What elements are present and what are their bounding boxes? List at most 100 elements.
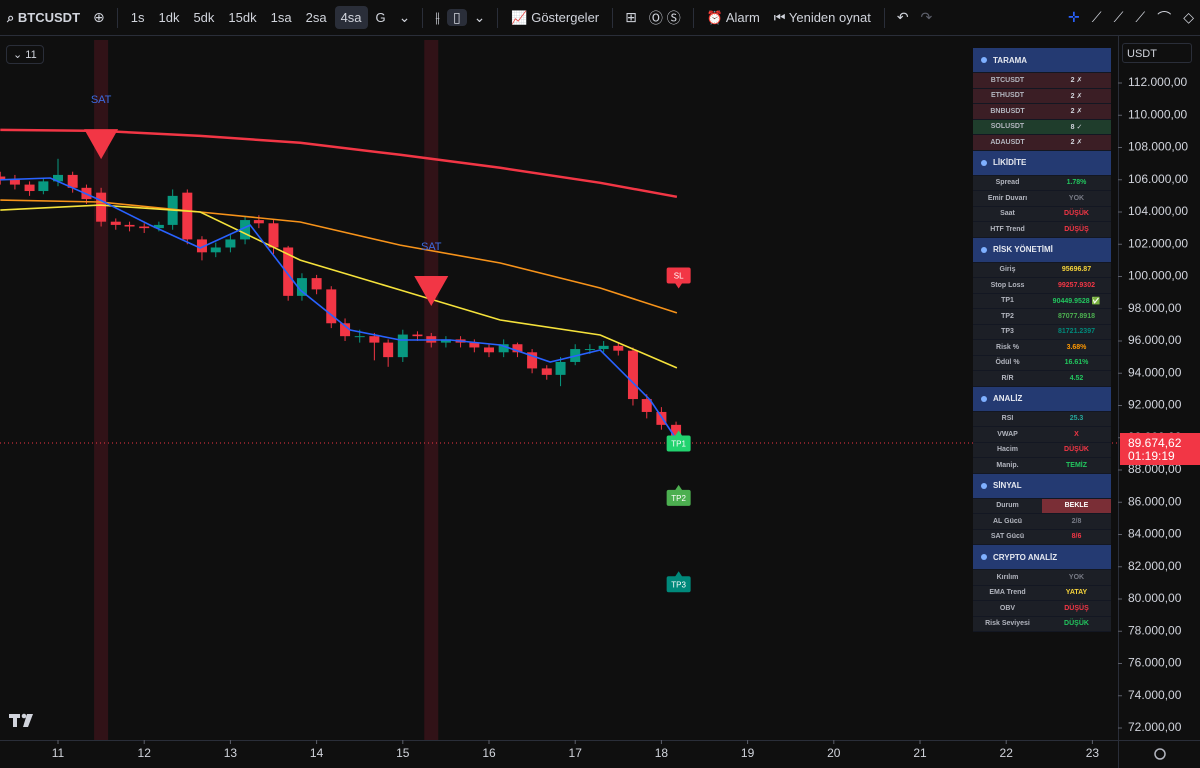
candle-body: [38, 181, 49, 192]
target-marker: [666, 489, 691, 506]
panel-row: Kırılım YOK: [973, 570, 1111, 586]
interval-button[interactable]: 1s: [130, 10, 145, 25]
panel-row: Saat DÜŞÜK: [973, 207, 1111, 222]
panel-row: Manip. TEMİZ: [973, 458, 1111, 474]
interval-menu[interactable]: ⌄: [398, 9, 411, 25]
interval-button[interactable]: G: [375, 10, 386, 25]
interval-button[interactable]: 15dk: [228, 10, 257, 25]
candle-body: [671, 424, 682, 444]
currency-select[interactable]: USDT: [1122, 43, 1192, 63]
tradingview-logo: [9, 713, 33, 727]
x-tick-label: 18: [655, 746, 669, 760]
last-price-box: [1120, 433, 1200, 466]
undo[interactable]: ↶: [896, 9, 909, 25]
redo[interactable]: ↷: [920, 9, 933, 25]
chart-type-menu[interactable]: ⌄: [473, 9, 486, 25]
row-value: 3.68%: [1066, 343, 1087, 351]
settings-button[interactable]: [1154, 748, 1166, 760]
objects[interactable]: Ⓞ Ⓢ: [648, 9, 681, 26]
interval-button[interactable]: 1sa: [270, 10, 292, 25]
candle-body: [96, 192, 107, 222]
y-tick-label: 78.000,00: [1128, 623, 1182, 637]
candle-body: [240, 220, 251, 240]
row-label: Risk %: [996, 343, 1019, 351]
candle-body: [484, 347, 495, 353]
panel-row: TP2 87077.8918: [973, 309, 1111, 325]
candle-body: [0, 176, 6, 180]
candle-body: [598, 345, 609, 350]
sell-label: SAT: [421, 241, 442, 253]
brush-tool[interactable]: ⟋: [1135, 9, 1146, 25]
panel-icon: [981, 482, 987, 489]
row-value: 2 ✗: [1070, 77, 1083, 85]
candle-body: [354, 336, 365, 338]
x-tick-label: 14: [310, 746, 324, 760]
alarm-button[interactable]: ⏰ Alarm: [706, 9, 760, 25]
row-value: 2/8: [1071, 517, 1082, 525]
target-pointer: [674, 282, 683, 289]
row-label: EMA Trend: [989, 589, 1026, 597]
shape-tool[interactable]: ◇: [1183, 9, 1194, 25]
panel-row: TP1 90449.9528 ✅: [973, 294, 1111, 309]
plot-area: SAT SAT SL TP1 TP2 TP3: [0, 40, 1118, 740]
target-marker: [666, 435, 691, 452]
crosshair-tool[interactable]: ✛: [1068, 9, 1080, 25]
interval-button[interactable]: 1dk: [158, 10, 180, 25]
add-symbol[interactable]: ⊕: [93, 9, 105, 25]
candle-body: [527, 352, 538, 369]
row-value: DÜŞÜK: [1064, 210, 1089, 218]
row-value: 99257.9302: [1058, 281, 1095, 289]
y-tick-label: 110.000,00: [1128, 107, 1187, 121]
chart-type[interactable]: ▯: [446, 9, 467, 26]
pane-badge[interactable]: ⌄ 11: [6, 45, 44, 64]
x-tick-label: 12: [138, 746, 152, 760]
panel-row: OBV DÜŞÜŞ: [973, 601, 1111, 617]
indicators-button[interactable]: 📈 Göstergeler: [511, 9, 600, 25]
candle-body: [253, 220, 264, 224]
y-tick-label: 76.000,00: [1128, 656, 1182, 670]
symbol-search[interactable]: ⌕ BTCUSDT: [7, 9, 81, 25]
row-label: R/R: [1001, 374, 1014, 382]
y-tick-label: 100.000,00: [1128, 269, 1188, 283]
candle-body: [139, 226, 150, 229]
panel-row: EMA Trend YATAY: [973, 586, 1111, 601]
interval-button[interactable]: 2sa: [305, 10, 327, 25]
trendline-tool[interactable]: ⟋: [1091, 9, 1102, 25]
path-tool[interactable]: ⟋: [1113, 9, 1124, 25]
row-value: 2 ✗: [1070, 108, 1083, 116]
sell-marker: [84, 129, 119, 160]
candle-body: [182, 192, 193, 240]
y-tick-label: 108.000,00: [1128, 140, 1188, 154]
row-label: BNBUSDT: [990, 107, 1025, 115]
interval-button[interactable]: 4sa: [334, 6, 368, 29]
interval-button[interactable]: 5dk: [193, 10, 215, 25]
panel-icon: [981, 159, 987, 166]
candle-body: [110, 221, 121, 225]
x-tick-label: 23: [1086, 746, 1100, 760]
sell-label: SAT: [91, 94, 112, 106]
templates[interactable]: ⊞: [625, 9, 637, 25]
panel-row: SOLUSDT 8 ✓: [973, 119, 1111, 135]
symbol: BTCUSDT: [17, 9, 81, 25]
bar-replay-tool[interactable]: ⫲: [435, 9, 440, 25]
candle-body: [326, 289, 337, 324]
row-value: YOK: [1068, 573, 1085, 581]
replay-button[interactable]: ⏮ Yeniden oynat: [773, 9, 871, 25]
candle-body: [397, 334, 408, 358]
x-tick-label: 19: [741, 746, 755, 760]
fib-tool[interactable]: ⌒: [1157, 9, 1172, 26]
panel-row: RSI 25.3: [973, 412, 1111, 427]
panel-icon: [981, 246, 987, 253]
row-value: 1.78%: [1066, 179, 1087, 187]
row-label: OBV: [999, 604, 1016, 612]
panel-header: SİNYAL: [973, 473, 1111, 499]
candle-body: [311, 278, 322, 290]
candle-body: [613, 345, 624, 351]
panel-title: RİSK YÖNETİMİ: [993, 245, 1053, 254]
x-tick-label: 11: [52, 746, 65, 760]
row-value: 25.3: [1069, 415, 1084, 423]
candle-body: [627, 350, 638, 400]
target-marker: [666, 267, 691, 284]
intervals: 1s 1dk 5dk 15dk 1sa 2sa 4sa G: [124, 6, 393, 29]
